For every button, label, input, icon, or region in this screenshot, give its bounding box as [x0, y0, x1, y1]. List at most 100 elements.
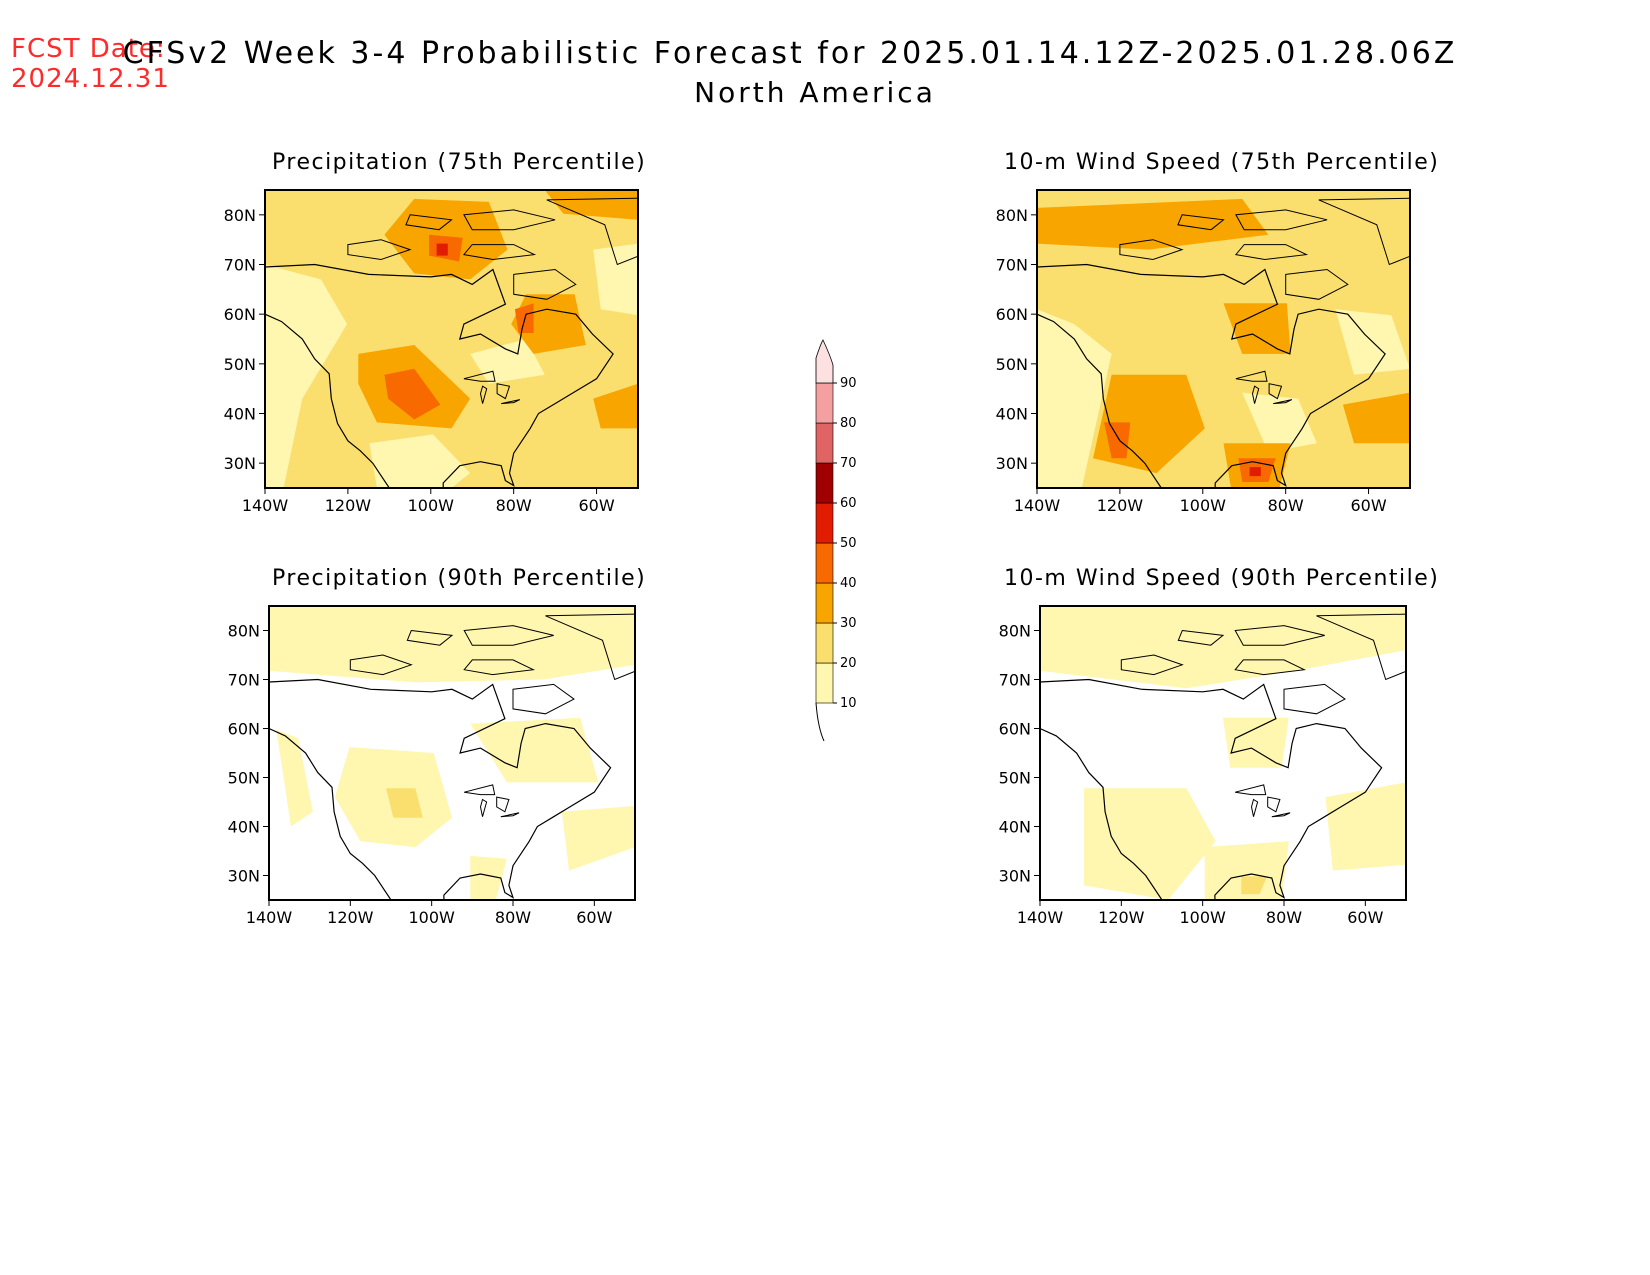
probability-region — [265, 190, 638, 488]
island-outline — [1234, 625, 1325, 646]
coastline-west — [265, 313, 390, 488]
lon-tick-label: 80W — [1268, 496, 1304, 515]
page-subtitle: North America — [694, 76, 936, 109]
probability-region — [470, 717, 599, 783]
island-outline — [1177, 629, 1225, 646]
probability-region — [1325, 782, 1406, 871]
island-outline — [1235, 209, 1328, 231]
lon-tick-label: 140W — [246, 908, 293, 927]
lake-outline — [1271, 812, 1291, 818]
island-outline — [1283, 683, 1346, 715]
island-outline — [1177, 214, 1225, 231]
probability-region — [593, 243, 638, 316]
lon-tick-label: 80W — [496, 496, 532, 515]
lat-tick-label: 50N — [996, 355, 1028, 374]
lon-tick-label: 120W — [325, 496, 372, 515]
colorbar-label: 70 — [840, 456, 857, 471]
map-panel-w75: 140W 120W 100W 80W 60W 30N 40N 50N 60N 70N 80N — [996, 189, 1411, 515]
shaded-probability-p90 — [269, 606, 635, 900]
lake-outline — [1235, 784, 1267, 796]
map-panel-w90: 140W 120W 100W 80W 60W 30N 40N 50N 60N 70N 80N — [999, 605, 1407, 927]
lat-tick-label: 60N — [228, 720, 260, 739]
lake-outline — [479, 798, 488, 817]
probability-region — [561, 805, 635, 871]
probability-region — [470, 855, 507, 900]
island-outline — [1119, 239, 1184, 261]
lon-tick-label: 120W — [1097, 496, 1144, 515]
lake-outline — [500, 812, 520, 818]
lon-tick-label: 60W — [576, 908, 612, 927]
lon-tick-label: 140W — [1017, 908, 1064, 927]
island-outline — [406, 629, 454, 646]
probability-region — [1204, 841, 1289, 900]
forecast-date-value: 2024.12.31 — [11, 64, 170, 94]
island-outline — [405, 214, 453, 231]
map-panel-p90: 140W 120W 100W 80W 60W 30N 40N 50N 60N 70N 80N — [228, 605, 636, 927]
lat-tick-label: 30N — [996, 454, 1028, 473]
forecast-date-label: FCST Date: — [11, 34, 166, 64]
lon-tick-label: 60W — [1350, 496, 1386, 515]
island-outline — [1234, 244, 1309, 261]
lake-outline — [1250, 798, 1259, 817]
probability-region — [1223, 303, 1291, 354]
lake-outline — [1267, 796, 1281, 813]
coastline-west — [1040, 727, 1163, 900]
lon-tick-label: 140W — [1014, 496, 1061, 515]
map-frame — [268, 605, 636, 901]
probability-region — [1242, 392, 1317, 453]
shaded-probability-w90 — [1040, 606, 1406, 900]
lon-tick-label: 60W — [578, 496, 614, 515]
lat-tick-label: 40N — [999, 818, 1031, 837]
island-outline — [545, 613, 635, 681]
island-outline — [347, 239, 412, 261]
island-outline — [1234, 659, 1307, 676]
lake-outline — [496, 796, 510, 813]
colorbar-swatch — [815, 622, 834, 664]
probability-region — [384, 368, 441, 420]
probability-region — [1083, 788, 1216, 900]
lon-tick-label: 140W — [242, 496, 289, 515]
colorbar-label: 40 — [840, 576, 857, 591]
lake-outline — [1251, 385, 1260, 404]
probability-region — [386, 788, 423, 818]
panel-title-precip-90: Precipitation (90th Percentile) — [272, 566, 647, 591]
island-outline — [463, 659, 536, 676]
lon-tick-label: 80W — [1266, 908, 1302, 927]
lake-outline — [464, 784, 496, 796]
lon-tick-label: 100W — [408, 908, 455, 927]
lat-tick-label: 60N — [224, 305, 256, 324]
coastline — [1040, 678, 1383, 900]
island-outline — [463, 209, 556, 231]
probability-region — [369, 434, 471, 488]
probability-region — [1037, 309, 1112, 488]
island-outline — [546, 197, 638, 266]
lon-tick-label: 80W — [495, 908, 531, 927]
lat-tick-label: 40N — [228, 818, 260, 837]
lat-tick-label: 60N — [999, 720, 1031, 739]
lake-outline — [496, 383, 511, 400]
lon-tick-label: 100W — [408, 496, 455, 515]
island-outline — [513, 268, 577, 300]
island-outline — [1316, 613, 1406, 681]
panel-title-wind-90: 10-m Wind Speed (90th Percentile) — [1004, 566, 1440, 591]
island-outline — [463, 625, 554, 646]
probability-region — [265, 264, 348, 488]
island-outline — [1318, 197, 1410, 266]
lon-tick-label: 60W — [1347, 908, 1383, 927]
island-outline — [1285, 268, 1349, 300]
colorbar-swatch — [815, 462, 834, 504]
colorbar-swatch — [815, 339, 834, 384]
island-outline — [1120, 654, 1184, 676]
probability-region — [276, 729, 313, 827]
lon-tick-label: 100W — [1179, 908, 1226, 927]
coastline — [1037, 263, 1386, 488]
coastline — [269, 678, 612, 900]
lat-tick-label: 30N — [228, 867, 260, 886]
colorbar-label: 80 — [840, 416, 857, 431]
lat-tick-label: 60N — [996, 305, 1028, 324]
lake-outline — [479, 385, 488, 404]
colorbar-swatch — [815, 502, 834, 544]
probability-region — [1040, 606, 1406, 689]
probability-region — [1104, 422, 1131, 459]
